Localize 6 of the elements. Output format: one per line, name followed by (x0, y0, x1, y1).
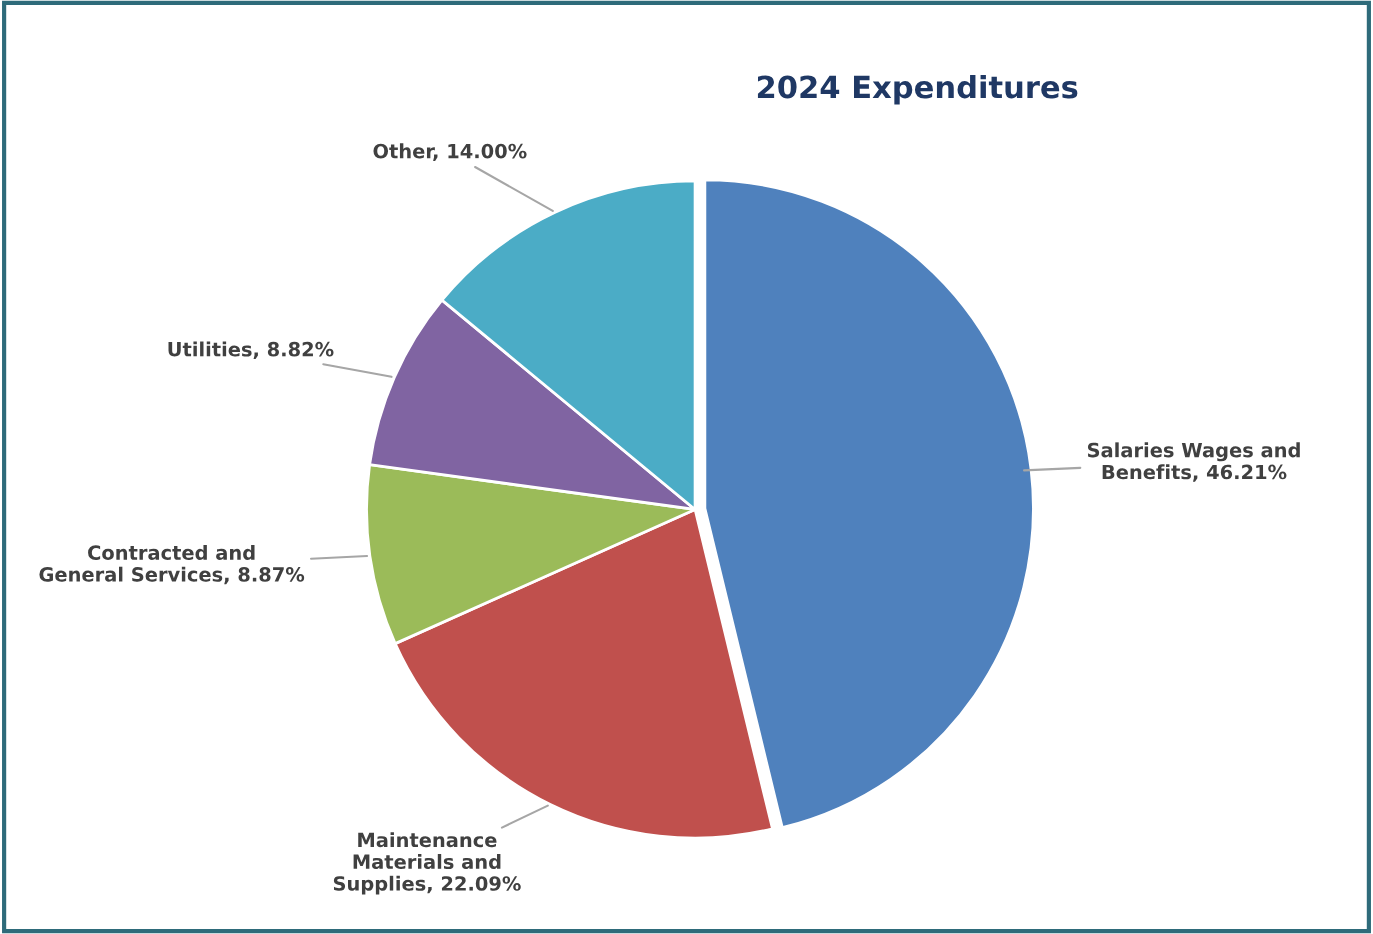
slice-label: Utilities, 8.82% (168, 341, 334, 360)
slice-label: Contracted and General Services, 8.87% (39, 544, 305, 585)
chart-title: 2024 Expenditures (757, 74, 1078, 105)
slice-label: Other, 14.00% (373, 143, 527, 161)
slice-label: Maintenance Materials and Supplies, 22.09% (333, 832, 521, 895)
slice-label: Salaries Wages and Benefits, 46.21% (1087, 442, 1300, 482)
